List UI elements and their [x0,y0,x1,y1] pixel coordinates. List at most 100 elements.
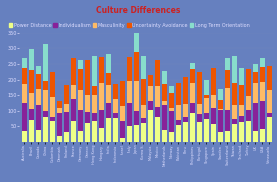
Bar [155,107,160,117]
Bar [169,111,174,132]
Bar [29,120,34,142]
Bar [253,103,258,131]
Bar [106,54,111,73]
Bar [183,117,188,122]
Bar [64,132,69,142]
Bar [99,83,104,110]
Bar [106,86,111,103]
Bar [127,103,132,126]
Bar [190,103,195,113]
Bar [43,90,48,111]
Bar [85,94,90,112]
Bar [190,113,195,142]
Bar [183,77,188,104]
Bar [218,109,223,110]
Bar [141,105,146,118]
Bar [148,110,153,142]
Bar [36,105,41,130]
Bar [253,83,258,103]
Bar [267,113,272,117]
Bar [169,108,174,111]
Bar [36,89,41,105]
Bar [253,72,258,83]
Bar [197,122,202,142]
Bar [64,112,69,132]
Bar [176,125,181,142]
Bar [22,84,27,103]
Bar [43,44,48,81]
Bar [71,99,76,121]
Bar [113,113,118,118]
Bar [155,117,160,142]
Bar [78,60,83,69]
Bar [106,103,111,118]
Bar [197,114,202,122]
Bar [253,64,258,72]
Bar [92,86,97,95]
Bar [78,69,83,90]
Bar [218,89,223,100]
Bar [29,93,34,109]
Bar [204,80,209,95]
Bar [29,70,34,93]
Bar [57,136,62,142]
Bar [22,68,27,84]
Bar [162,84,167,101]
Bar [134,52,139,81]
Bar [155,86,160,107]
Bar [85,123,90,142]
Bar [162,70,167,84]
Bar [267,66,272,90]
Bar [36,74,41,89]
Bar [197,72,202,104]
Bar [260,82,265,101]
Bar [225,88,230,110]
Bar [176,105,181,120]
Bar [64,86,69,104]
Bar [64,104,69,112]
Bar [71,121,76,142]
Bar [267,117,272,142]
Bar [141,79,146,105]
Bar [120,121,125,138]
Bar [113,118,118,142]
Bar [225,58,230,70]
Bar [127,81,132,103]
Bar [50,72,55,97]
Bar [22,131,27,142]
Bar [246,110,251,121]
Bar [246,69,251,96]
Bar [218,110,223,132]
Bar [190,83,195,103]
Bar [239,122,244,142]
Bar [78,90,83,110]
Bar [169,93,174,108]
Bar [50,117,55,121]
Text: Culture Differences: Culture Differences [96,6,181,15]
Legend: Power Distance, Individualism, Masculinity, Uncertainty Avoidance, Long Term Ori: Power Distance, Individualism, Masculini… [8,21,250,29]
Bar [113,99,118,113]
Bar [43,111,48,117]
Bar [148,86,153,101]
Bar [232,104,237,118]
Bar [204,95,209,98]
Bar [29,109,34,120]
Bar [232,118,237,124]
Bar [204,113,209,119]
Bar [127,57,132,81]
Bar [141,118,146,123]
Bar [92,56,97,86]
Bar [36,66,41,74]
Bar [253,131,258,142]
Bar [78,131,83,142]
Bar [162,105,167,130]
Bar [71,58,76,85]
Bar [211,68,216,95]
Bar [78,110,83,131]
Bar [183,104,188,117]
Bar [134,125,139,142]
Bar [176,83,181,105]
Bar [85,60,90,94]
Bar [267,90,272,113]
Bar [260,58,265,67]
